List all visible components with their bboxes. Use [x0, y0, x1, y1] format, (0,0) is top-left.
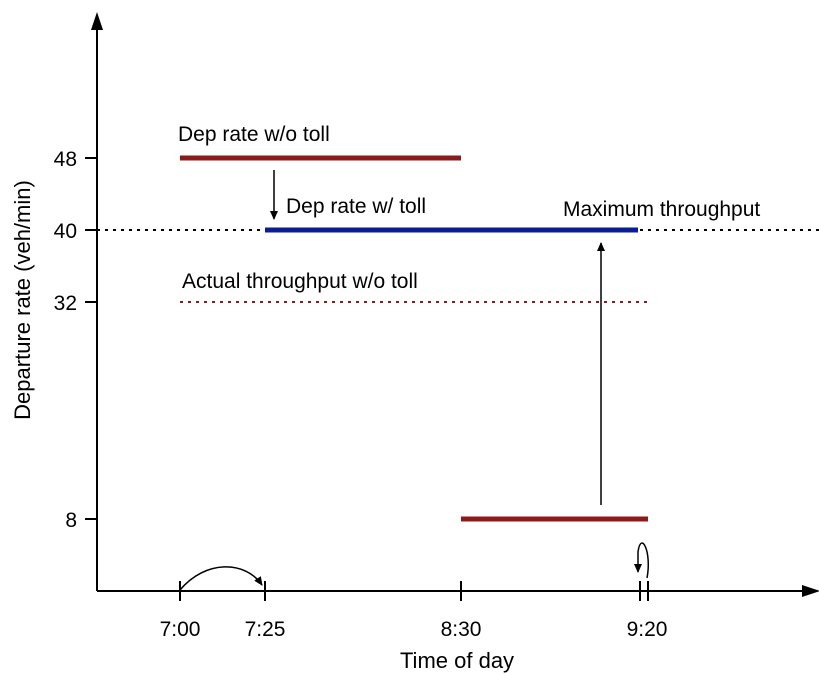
y-tick-label-32: 32 [54, 292, 77, 315]
x-tick-label-725: 7:25 [245, 618, 286, 641]
x-tick-label-920: 9:20 [627, 618, 668, 641]
label-dep-rate-with-toll: Dep rate w/ toll [286, 195, 426, 218]
label-maximum-throughput: Maximum throughput [563, 198, 760, 221]
curved-arrow-start-shift [179, 566, 263, 591]
y-tick-label-40: 40 [54, 220, 77, 243]
x-tick-label-700: 7:00 [160, 618, 201, 641]
x-tick-label-830: 8:30 [441, 618, 482, 641]
y-axis-title: Departure rate (veh/min) [10, 180, 35, 420]
label-actual-throughput-without-toll: Actual throughput w/o toll [182, 270, 418, 293]
curved-arrow-end-shift [634, 542, 649, 579]
x-axis-title: Time of day [400, 648, 514, 673]
label-dep-rate-without-toll: Dep rate w/o toll [178, 123, 330, 146]
x-axis-arrow-icon [802, 585, 819, 597]
y-axis-arrow-icon [91, 12, 103, 30]
y-tick-label-48: 48 [54, 148, 77, 171]
y-tick-label-8: 8 [65, 509, 77, 532]
